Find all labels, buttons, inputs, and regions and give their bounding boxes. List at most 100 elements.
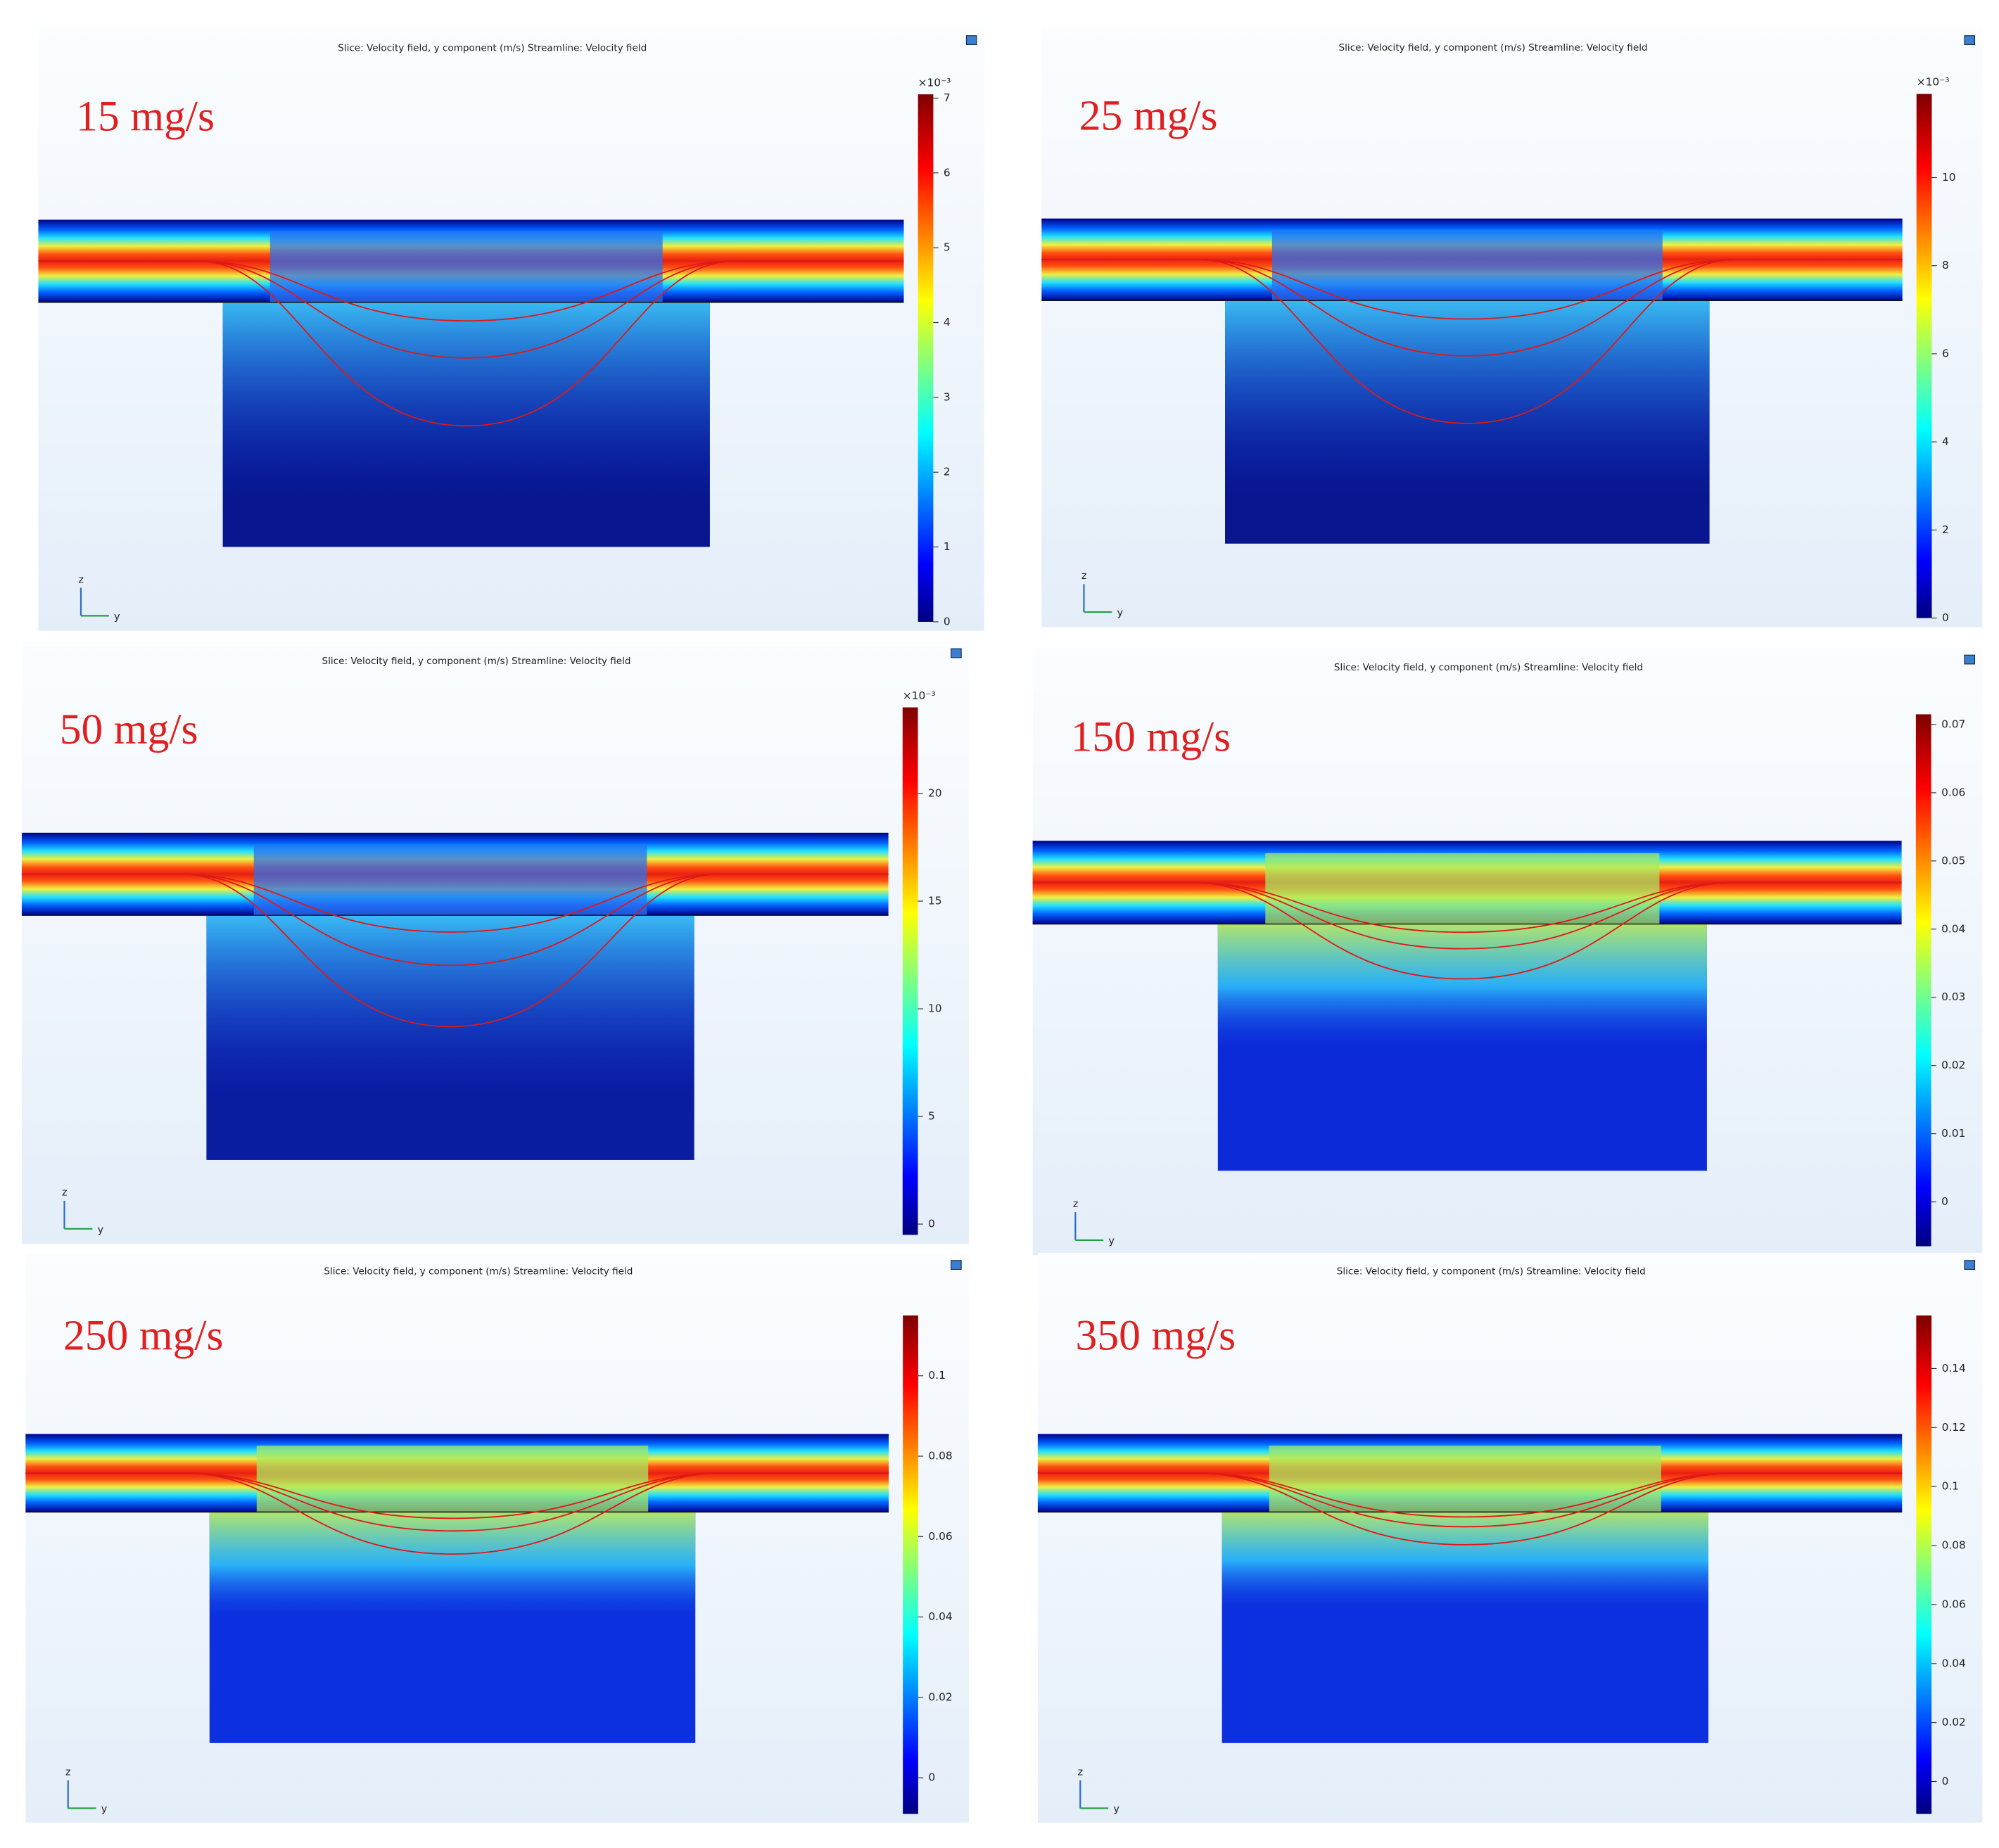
plot-title: Slice: Velocity field, y component (m/s)… [324, 1266, 633, 1277]
axis-label: z [1078, 1766, 1084, 1778]
axis-label: y [98, 1224, 104, 1235]
axis-label: y [1113, 1804, 1119, 1815]
colorbar-tick-label: 0.01 [1941, 1127, 1965, 1140]
colorbar-tick-label: 0.04 [928, 1610, 952, 1623]
plot-title: Slice: Velocity field, y component (m/s)… [338, 42, 647, 53]
streamline [25, 1472, 889, 1555]
plot-icon [1964, 35, 1976, 45]
colorbar-tick-label: 8 [1942, 259, 1949, 272]
plot-title: Slice: Velocity field, y component (m/s)… [1339, 42, 1648, 53]
cavity-flow [222, 300, 710, 498]
cavity-flow [1225, 298, 1710, 495]
colorbar-tick-label: 4 [1942, 435, 1949, 448]
channel-middle [1269, 1446, 1661, 1512]
panel: Slice: Velocity field, y component (m/s)… [38, 27, 984, 631]
streamline [21, 873, 889, 933]
axis-label: z [78, 574, 84, 585]
axis-label: y [1108, 1235, 1115, 1247]
colorbar-tick-label: 0.1 [1942, 1480, 1959, 1493]
flow-label: 15 mg/s [76, 93, 215, 141]
panel: Slice: Velocity field, y component (m/s)… [25, 1252, 970, 1823]
colorbar [918, 94, 934, 622]
streamline [21, 873, 889, 967]
panel: Slice: Velocity field, y component (m/s)… [1032, 647, 1983, 1256]
colorbar-tick-label: 0.02 [1942, 1716, 1966, 1728]
axis-label: y [114, 611, 120, 623]
streamline [1037, 1472, 1903, 1546]
colorbar-tick-label: 7 [944, 91, 951, 104]
streamline [38, 260, 904, 359]
colorbar [1916, 94, 1932, 618]
plot-icon [1964, 654, 1976, 665]
plot-title: Slice: Velocity field, y component (m/s)… [1337, 1266, 1646, 1277]
streamline [1041, 259, 1903, 357]
colorbar-tick-label: 0.02 [1941, 1059, 1965, 1071]
colorbar-tick-label: 0.06 [928, 1530, 952, 1543]
axis-label: z [1081, 571, 1087, 582]
plot-icon [951, 1260, 962, 1270]
colorbar-tick-label: 0.12 [1942, 1421, 1966, 1434]
panel: Slice: Velocity field, y component (m/s)… [1037, 1252, 1983, 1823]
streamline [1037, 1472, 1903, 1518]
colorbar-tick-label: 2 [1942, 523, 1949, 536]
flow-label: 50 mg/s [60, 706, 198, 753]
streamline [25, 1472, 889, 1532]
colorbar-tick-label: 0.06 [1942, 1598, 1966, 1610]
colorbar-tick-label: 5 [944, 241, 951, 254]
colorbar-exponent: ×10⁻³ [918, 76, 951, 89]
axis-label: z [62, 1187, 68, 1199]
channel-middle [1265, 853, 1660, 924]
channel-middle [1271, 231, 1663, 301]
colorbar [903, 1315, 918, 1814]
colorbar [1916, 1315, 1932, 1814]
colorbar-tick-label: 10 [928, 1002, 942, 1015]
channel-middle [269, 231, 663, 302]
colorbar-tick-label: 0.06 [1941, 786, 1965, 798]
colorbar-exponent: ×10⁻³ [1917, 76, 1950, 89]
streamline [21, 873, 889, 1028]
streamline [25, 1472, 889, 1519]
axis-label: z [65, 1766, 71, 1778]
streamline [1032, 881, 1902, 933]
colorbar-tick-label: 0 [928, 1218, 935, 1230]
axis-label: y [101, 1804, 108, 1815]
colorbar-tick-label: 0.04 [1941, 922, 1965, 935]
plot-title: Slice: Velocity field, y component (m/s)… [1334, 662, 1643, 673]
channel-middle [256, 1446, 649, 1512]
streamline [1032, 881, 1902, 950]
streamline [1037, 1472, 1903, 1528]
colorbar-tick-label: 0.1 [928, 1369, 945, 1382]
plot-icon [1964, 1260, 1976, 1270]
streamline [1041, 259, 1903, 320]
plot-icon [951, 648, 962, 658]
cavity-flow [1221, 1509, 1709, 1612]
colorbar-tick-label: 3 [944, 390, 951, 403]
flow-label: 250 mg/s [63, 1312, 224, 1360]
panel: Slice: Velocity field, y component (m/s)… [1041, 27, 1983, 627]
flow-label: 25 mg/s [1079, 92, 1218, 140]
colorbar-tick-label: 0.05 [1941, 854, 1965, 867]
cavity-flow [206, 912, 694, 1099]
colorbar-tick-label: 20 [928, 786, 942, 799]
colorbar-tick-label: 0.07 [1941, 718, 1965, 730]
colorbar-tick-label: 0.08 [1942, 1539, 1966, 1552]
colorbar-tick-label: 1 [944, 540, 951, 553]
colorbar-tick-label: 0 [928, 1771, 935, 1784]
colorbar [1915, 714, 1931, 1247]
colorbar-exponent: ×10⁻³ [903, 689, 936, 702]
plot-icon [965, 35, 977, 45]
colorbar-tick-label: 0 [1941, 1195, 1948, 1208]
streamline [38, 260, 904, 427]
cavity-flow [209, 1509, 696, 1622]
colorbar [902, 707, 918, 1235]
plot-title: Slice: Velocity field, y component (m/s)… [322, 656, 631, 667]
colorbar-tick-label: 0.08 [928, 1450, 952, 1463]
colorbar-tick-label: 6 [1942, 347, 1949, 359]
panel: Slice: Velocity field, y component (m/s)… [21, 641, 970, 1244]
streamline [38, 260, 904, 322]
colorbar-tick-label: 0 [1942, 1775, 1949, 1788]
axis-label: y [1117, 608, 1124, 619]
channel-middle [253, 845, 647, 916]
colorbar-tick-label: 0.02 [928, 1690, 952, 1703]
